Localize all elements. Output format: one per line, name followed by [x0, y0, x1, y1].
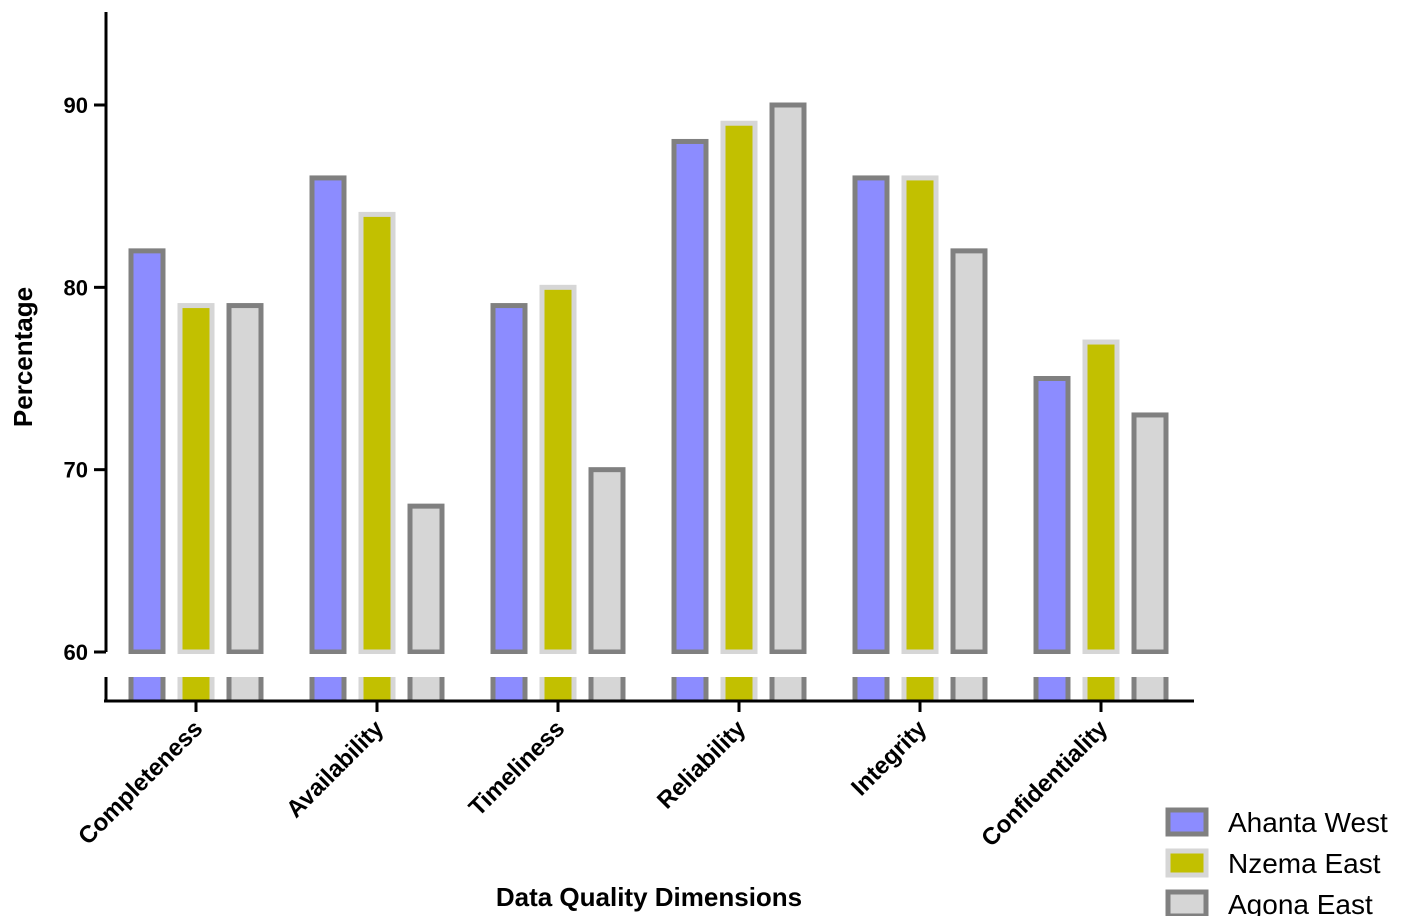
bar-body	[358, 211, 396, 655]
bar-agona-east	[950, 248, 988, 701]
bar-nzema-east	[901, 175, 939, 701]
bars-group	[108, 102, 1198, 701]
x-ticks-group: Completeness Availability Timeliness Reliab…	[73, 701, 1114, 852]
bar-body	[852, 175, 890, 655]
bar-stub	[1036, 677, 1068, 701]
axes-group	[104, 12, 1194, 703]
bar-body	[1033, 376, 1071, 655]
y-ticks-group: 60 70 80 90	[64, 93, 106, 665]
bar-nzema-east	[358, 211, 396, 701]
bar-nzema-east	[177, 303, 215, 701]
bar-stub	[953, 677, 985, 701]
bar-ahanta-west	[852, 175, 890, 701]
bar-body	[720, 120, 758, 655]
bar-body	[1082, 339, 1120, 655]
bar-stub	[855, 677, 887, 701]
legend: Ahanta West Nzema East Agona East	[1165, 807, 1388, 916]
bar-stub	[772, 677, 804, 701]
bar-nzema-east	[720, 120, 758, 701]
bar-body	[588, 467, 626, 655]
bar-stub	[542, 677, 574, 701]
bar-agona-east	[407, 503, 445, 701]
bar-stub	[493, 677, 525, 701]
legend-label: Agona East	[1228, 889, 1373, 916]
y-tick-label: 80	[64, 275, 88, 300]
legend-item-ahanta-west: Ahanta West	[1165, 807, 1388, 838]
bar-ahanta-west	[309, 175, 347, 701]
bar-stub	[591, 677, 623, 701]
legend-swatch	[1165, 807, 1209, 837]
legend-swatch	[1165, 848, 1209, 878]
x-tick-label: Completeness	[73, 715, 208, 850]
x-axis-title: Data Quality Dimensions	[496, 882, 802, 912]
bar-stub	[312, 677, 344, 701]
x-tick-label: Availability	[281, 715, 390, 824]
legend-label: Nzema East	[1228, 848, 1381, 879]
bar-nzema-east	[539, 284, 577, 701]
bar-body	[407, 503, 445, 655]
bar-body	[1131, 412, 1169, 655]
bar-agona-east	[226, 303, 264, 701]
bar-stub	[1085, 677, 1117, 701]
bar-body	[539, 284, 577, 655]
y-tick-label: 60	[64, 640, 88, 665]
bar-body	[309, 175, 347, 655]
axis-break-gap	[108, 654, 1198, 676]
bar-agona-east	[1131, 412, 1169, 701]
legend-swatch	[1165, 889, 1209, 916]
bar-body	[490, 303, 528, 655]
bar-ahanta-west	[1033, 376, 1071, 701]
bar-body	[769, 102, 807, 655]
bar-stub	[229, 677, 261, 701]
bar-body	[901, 175, 939, 655]
bar-nzema-east	[1082, 339, 1120, 701]
legend-label: Ahanta West	[1228, 807, 1388, 838]
bar-ahanta-west	[671, 138, 709, 701]
bar-body	[950, 248, 988, 655]
legend-item-nzema-east: Nzema East	[1165, 848, 1381, 879]
bar-ahanta-west	[128, 248, 166, 701]
y-tick-label: 70	[64, 458, 88, 483]
bar-stub	[674, 677, 706, 701]
bar-stub	[1134, 677, 1166, 701]
x-tick-label: Confidentiality	[976, 715, 1113, 852]
bar-stub	[131, 677, 163, 701]
x-tick-label: Integrity	[846, 715, 932, 801]
y-axis-title: Percentage	[8, 287, 38, 427]
bar-stub	[410, 677, 442, 701]
x-tick-label: Timeliness	[464, 715, 571, 822]
bar-stub	[723, 677, 755, 701]
bar-stub	[361, 677, 393, 701]
legend-item-agona-east: Agona East	[1165, 889, 1373, 916]
y-tick-label: 90	[64, 93, 88, 118]
bar-body	[177, 303, 215, 655]
bar-body	[671, 138, 709, 655]
bar-body	[226, 303, 264, 655]
bar-ahanta-west	[490, 303, 528, 701]
bar-body	[128, 248, 166, 655]
bar-stub	[180, 677, 212, 701]
bar-agona-east	[588, 467, 626, 701]
x-tick-label: Reliability	[652, 715, 752, 815]
bar-stub	[904, 677, 936, 701]
bar-agona-east	[769, 102, 807, 701]
